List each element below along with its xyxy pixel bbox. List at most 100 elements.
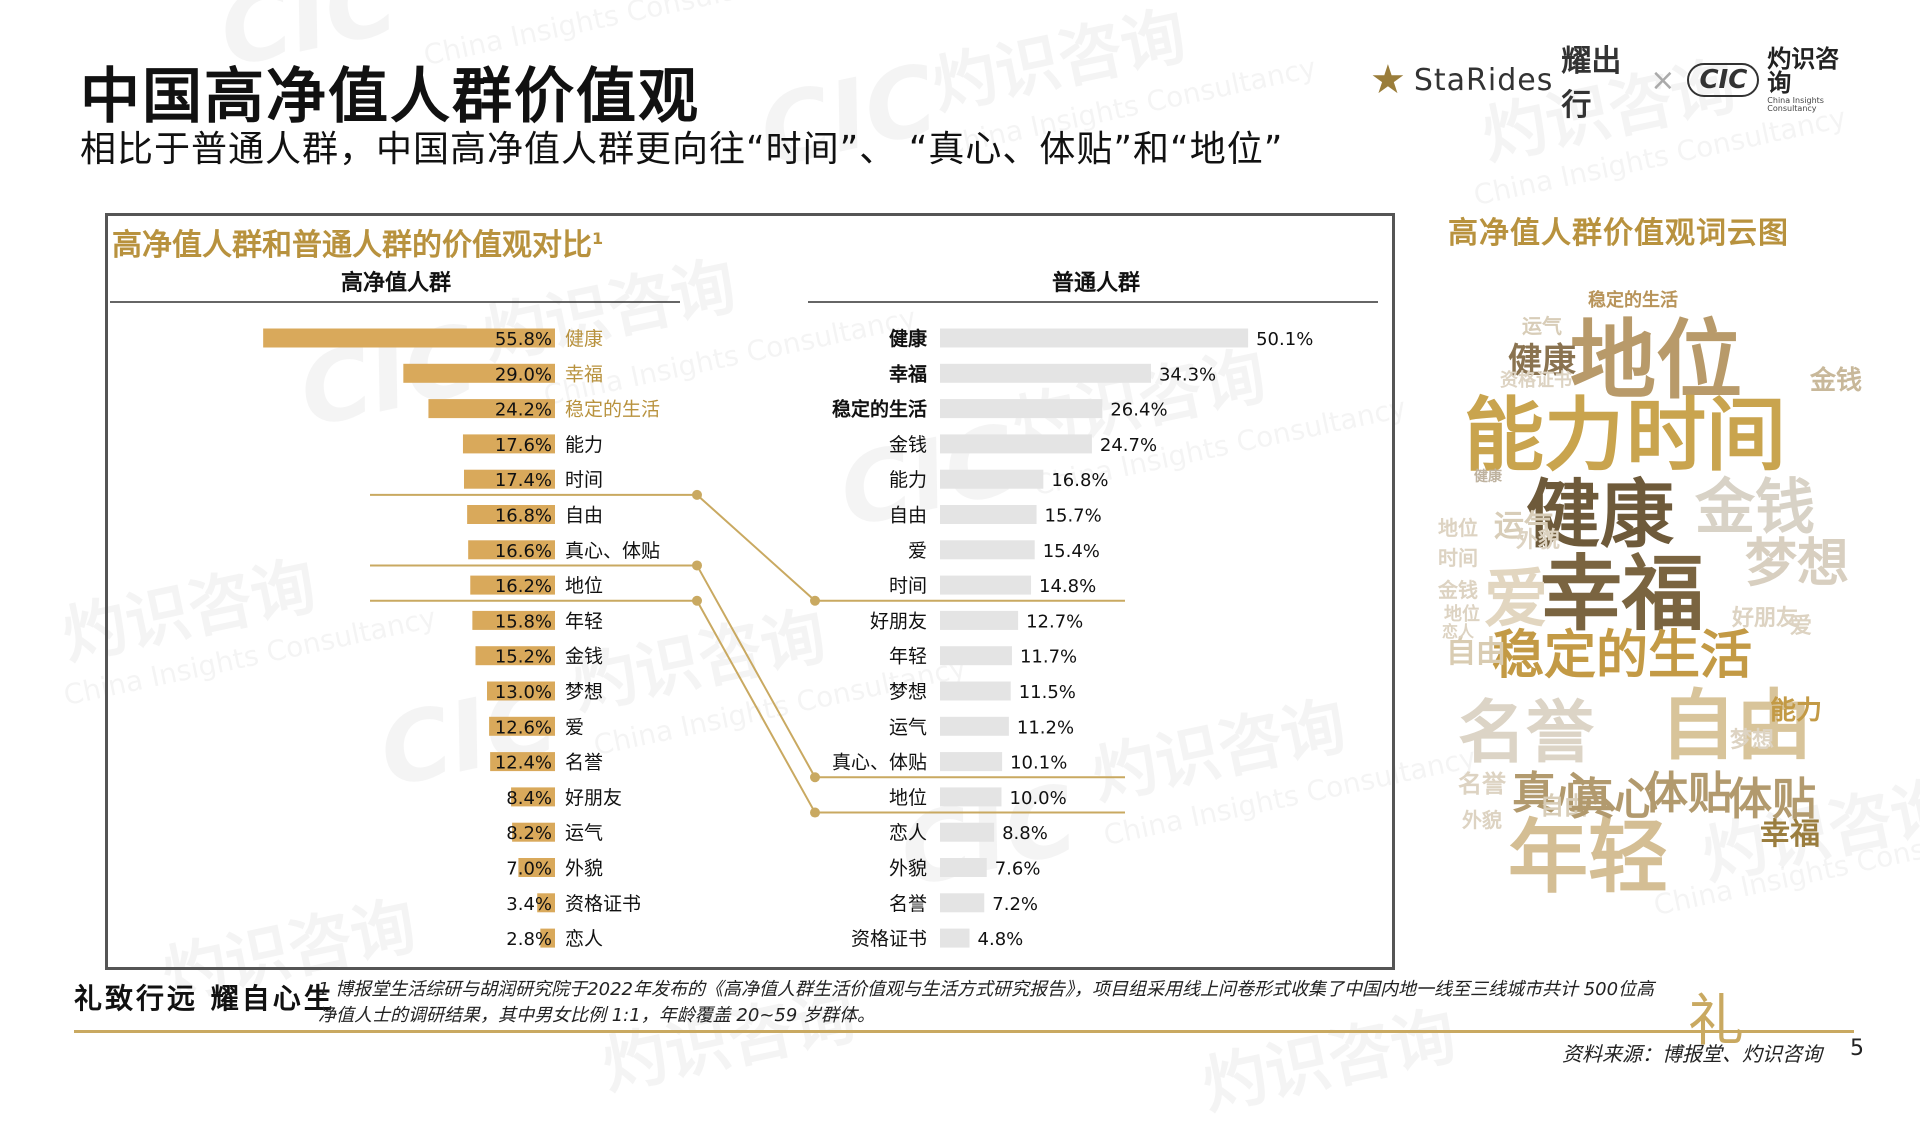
general-value-label: 16.8% bbox=[1051, 470, 1108, 491]
footnote: 1 博报堂生活综研与胡润研究院于2022年发布的《高净值人群生活价值观与生活方式… bbox=[318, 979, 1655, 1026]
general-category-label: 时间 bbox=[889, 575, 927, 597]
connector-dot bbox=[810, 807, 820, 818]
general-category-label: 外貌 bbox=[889, 858, 927, 880]
general-value-label: 24.7% bbox=[1100, 435, 1157, 456]
hnw-category-label: 外貌 bbox=[565, 858, 603, 880]
wordcloud-word: 地位 bbox=[1444, 604, 1480, 625]
general-value-label: 34.3% bbox=[1159, 364, 1216, 385]
wordcloud-word: 资格证书 bbox=[1500, 370, 1572, 391]
hnw-category-label: 资格证书 bbox=[565, 893, 641, 915]
hnw-value-label: 29.0% bbox=[495, 364, 552, 385]
general-category-label: 自由 bbox=[889, 505, 927, 527]
general-category-label: 真心、体贴 bbox=[832, 752, 927, 774]
logo-separator: × bbox=[1650, 62, 1676, 98]
general-bar bbox=[940, 434, 1092, 454]
logo-brand: StaRides bbox=[1413, 62, 1554, 98]
wordcloud-word: 爱 bbox=[1790, 614, 1813, 639]
connector-line bbox=[370, 493, 1125, 602]
general-bar bbox=[940, 540, 1035, 560]
connector-dot bbox=[692, 489, 702, 500]
general-bar bbox=[940, 752, 1003, 772]
hnw-bar bbox=[263, 328, 555, 348]
general-category-label: 爱 bbox=[908, 540, 927, 562]
logo-brand-cn: 耀出行 bbox=[1561, 44, 1622, 123]
wordcloud-word: 真心 bbox=[1570, 774, 1658, 825]
hnw-bar bbox=[475, 646, 555, 666]
page-number: 5 bbox=[1850, 1036, 1864, 1061]
general-bar bbox=[940, 399, 1103, 419]
wordcloud-word: 金钱 bbox=[1695, 473, 1815, 543]
hnw-value-label: 8.2% bbox=[506, 823, 552, 844]
wordcloud-title: 高净值人群价值观词云图 bbox=[1448, 216, 1789, 251]
wordcloud-word: 时间 bbox=[1438, 546, 1478, 570]
wordcloud-word: 自由 bbox=[1540, 792, 1588, 820]
general-category-label: 梦想 bbox=[889, 681, 927, 703]
hnw-value-label: 13.0% bbox=[495, 682, 552, 703]
hnw-value-label: 16.2% bbox=[495, 576, 552, 597]
general-category-label: 健康 bbox=[889, 327, 928, 350]
chart-title-note: 1 bbox=[592, 229, 604, 248]
hnw-bar bbox=[472, 610, 555, 630]
wordcloud-word: 健康 bbox=[1526, 472, 1674, 558]
general-value-label: 4.8% bbox=[978, 929, 1024, 950]
general-value-label: 7.2% bbox=[992, 894, 1038, 915]
general-bar bbox=[940, 893, 985, 913]
hnw-category-label: 地位 bbox=[565, 575, 603, 597]
wordcloud-word: 健康 bbox=[1474, 469, 1502, 485]
wordcloud-word: 好朋友 bbox=[1732, 606, 1799, 631]
hnw-category-label: 金钱 bbox=[565, 646, 603, 668]
hnw-category-label: 真心、体贴 bbox=[565, 540, 660, 562]
general-value-label: 7.6% bbox=[995, 859, 1041, 880]
wordcloud-word: 梦想 bbox=[1730, 728, 1775, 753]
hnw-category-label: 能力 bbox=[565, 434, 603, 456]
wordcloud-word: 时间 bbox=[1626, 389, 1786, 482]
wordcloud-word: 运气 bbox=[1494, 509, 1554, 544]
general-value-label: 8.8% bbox=[1002, 823, 1048, 844]
hnw-category-label: 爱 bbox=[565, 716, 584, 738]
source-note: 资料来源：博报堂、灼识咨询 bbox=[1562, 1042, 1822, 1066]
hnw-value-label: 2.8% bbox=[506, 929, 552, 950]
general-bar bbox=[940, 928, 970, 948]
general-category-label: 运气 bbox=[889, 716, 927, 738]
wordcloud-word: 真心、体贴 bbox=[1512, 768, 1732, 819]
general-bar bbox=[940, 610, 1019, 630]
hnw-category-label: 时间 bbox=[565, 469, 603, 491]
left-series-header: 高净值人群 bbox=[341, 270, 451, 296]
wordcloud-word: 体贴 bbox=[1728, 774, 1816, 825]
general-bar bbox=[940, 681, 1011, 701]
wordcloud-word: 名誉 bbox=[1458, 770, 1506, 798]
general-category-label: 能力 bbox=[889, 469, 927, 491]
general-category-label: 稳定的生活 bbox=[832, 398, 927, 421]
hnw-bar bbox=[403, 363, 555, 383]
hnw-bar bbox=[512, 822, 555, 842]
star-logo-icon: ★ bbox=[1370, 57, 1406, 103]
hnw-bar bbox=[428, 399, 555, 419]
general-value-label: 11.5% bbox=[1019, 682, 1076, 703]
brand-logo: ★ StaRides 耀出行 × CIC 灼识咨询 China Insights… bbox=[1370, 44, 1860, 123]
wordcloud-word: 自由 bbox=[1660, 681, 1812, 770]
general-category-label: 好朋友 bbox=[870, 610, 927, 632]
hnw-value-label: 16.8% bbox=[495, 506, 552, 527]
general-category-label: 地位 bbox=[889, 787, 927, 809]
logo-partner: 灼识咨询 China Insights Consultancy bbox=[1767, 47, 1860, 113]
hnw-bar bbox=[463, 469, 555, 489]
general-value-label: 11.7% bbox=[1020, 647, 1077, 668]
general-value-label: 10.1% bbox=[1010, 753, 1067, 774]
hnw-bar bbox=[489, 716, 555, 736]
wordcloud-word: 自由 bbox=[1446, 635, 1506, 670]
connector-dot bbox=[810, 595, 820, 606]
hnw-value-label: 55.8% bbox=[495, 329, 552, 350]
general-value-label: 50.1% bbox=[1256, 329, 1313, 350]
general-value-label: 15.7% bbox=[1045, 506, 1102, 527]
general-bar bbox=[940, 787, 1002, 807]
connector-dot bbox=[692, 595, 702, 606]
general-value-label: 14.8% bbox=[1039, 576, 1096, 597]
footer-divider bbox=[74, 1030, 1854, 1033]
chart-title: 高净值人群和普通人群的价值观对比1 bbox=[112, 220, 603, 264]
hnw-value-label: 15.8% bbox=[495, 611, 552, 632]
general-bar bbox=[940, 328, 1249, 348]
general-bar bbox=[940, 505, 1037, 524]
hnw-bar bbox=[540, 928, 555, 948]
wordcloud-word: 稳定的生活 bbox=[1492, 626, 1753, 686]
chart-frame bbox=[105, 213, 1395, 970]
